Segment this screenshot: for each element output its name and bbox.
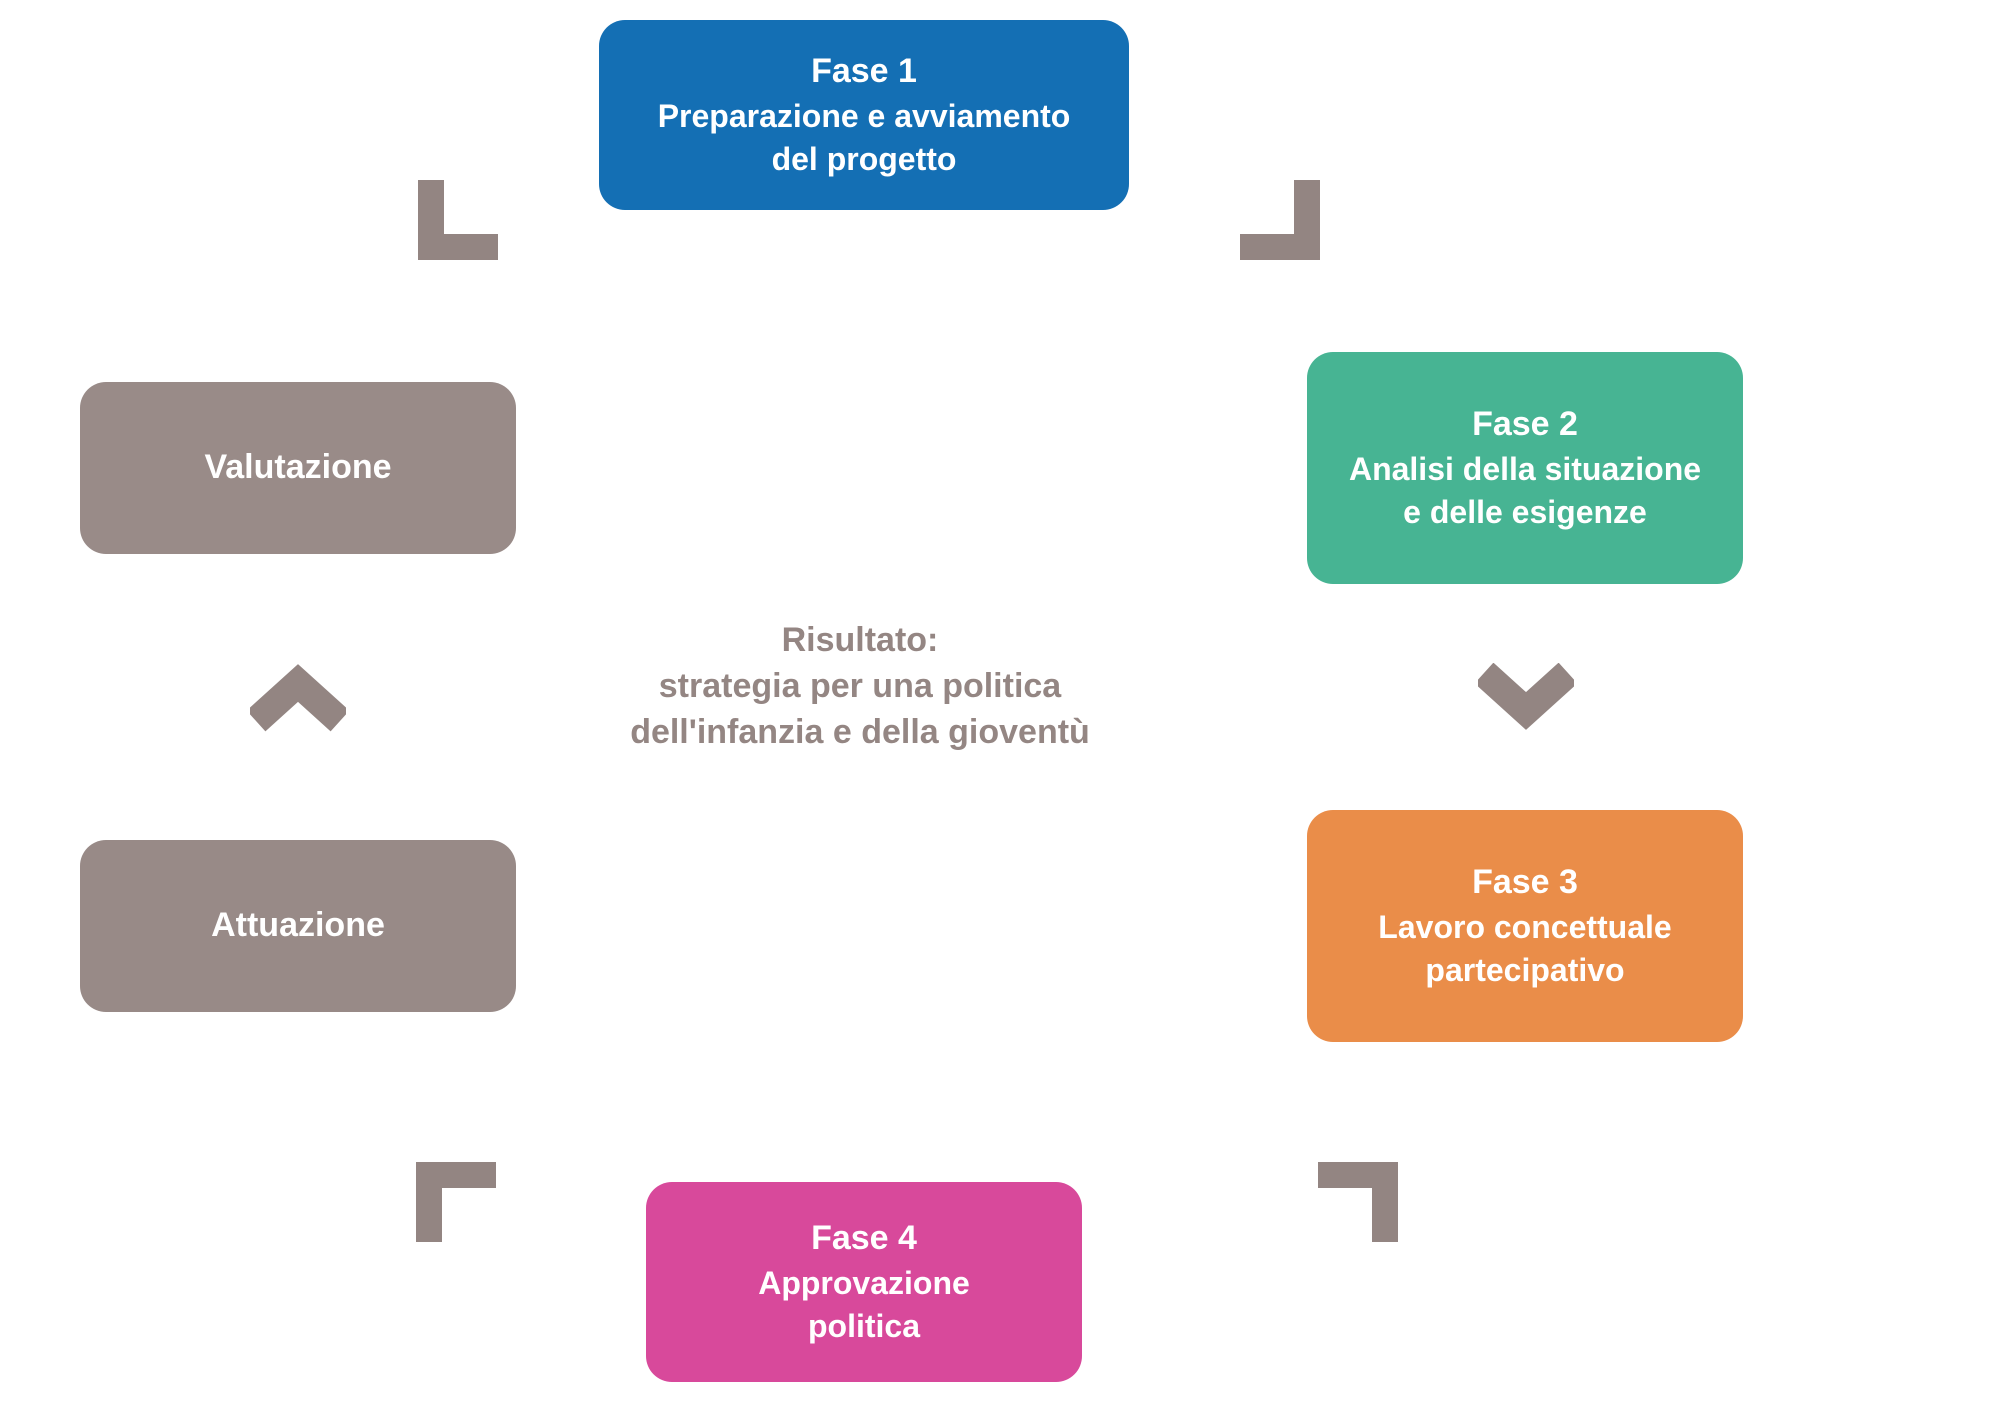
center-result-text: Risultato: strategia per una politica de… <box>580 618 1140 756</box>
node-phase1-line2: del progetto <box>772 138 957 181</box>
node-phase1: Fase 1 Preparazione e avviamento del pro… <box>599 20 1129 210</box>
node-phase4-title: Fase 4 <box>811 1216 917 1262</box>
node-phase3-line1: Lavoro concettuale <box>1378 906 1671 949</box>
node-phase3-line2: partecipativo <box>1425 949 1624 992</box>
center-line2: strategia per una politica <box>580 664 1140 710</box>
node-implementation: Attuazione <box>80 840 516 1012</box>
center-line1: Risultato: <box>580 618 1140 664</box>
node-phase1-line1: Preparazione e avviamento <box>658 95 1071 138</box>
node-phase2-line1: Analisi della situazione <box>1349 448 1701 491</box>
node-phase1-title: Fase 1 <box>811 49 917 95</box>
node-phase4-line2: politica <box>808 1305 920 1348</box>
arrow-6-icon <box>418 180 498 260</box>
arrow-2-icon <box>1478 663 1574 733</box>
node-implementation-title: Attuazione <box>211 903 385 949</box>
arrow-4-icon <box>416 1162 496 1242</box>
node-phase4-line1: Approvazione <box>758 1262 970 1305</box>
node-phase4: Fase 4 Approvazione politica <box>646 1182 1082 1382</box>
node-phase2: Fase 2 Analisi della situazione e delle … <box>1307 352 1743 584</box>
node-evaluation: Valutazione <box>80 382 516 554</box>
node-phase3: Fase 3 Lavoro concettuale partecipativo <box>1307 810 1743 1042</box>
center-line3: dell'infanzia e della gioventù <box>580 710 1140 756</box>
node-phase2-title: Fase 2 <box>1472 402 1578 448</box>
node-phase2-line2: e delle esigenze <box>1403 491 1647 534</box>
node-evaluation-title: Valutazione <box>204 445 391 491</box>
diagram-canvas: Fase 1 Preparazione e avviamento del pro… <box>0 0 2000 1402</box>
arrow-5-icon <box>250 663 346 733</box>
node-phase3-title: Fase 3 <box>1472 860 1578 906</box>
arrow-1-icon <box>1240 180 1320 260</box>
arrow-3-icon <box>1318 1162 1398 1242</box>
